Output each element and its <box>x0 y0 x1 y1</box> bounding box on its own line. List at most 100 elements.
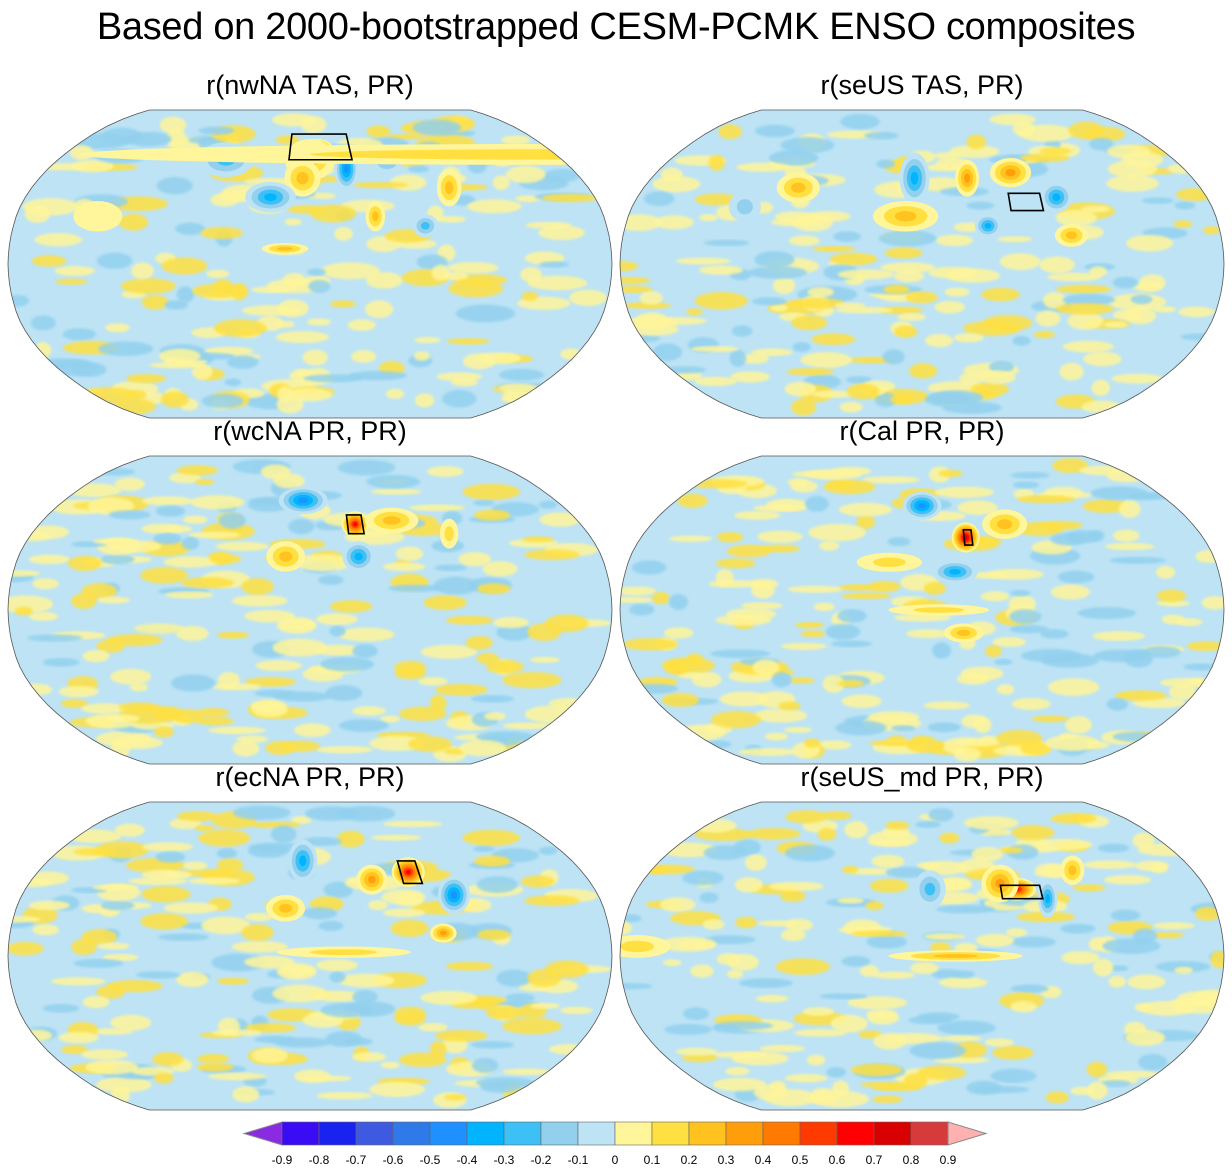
anomaly-noise <box>840 592 891 600</box>
anomaly-noise <box>710 710 761 729</box>
anomaly-noise <box>909 1042 967 1060</box>
anomaly-noise <box>749 578 779 590</box>
anomaly-noise <box>753 708 808 723</box>
anomaly-noise <box>294 1069 331 1083</box>
anomaly-noise <box>1055 209 1098 226</box>
anomaly-noise <box>291 815 312 824</box>
anomaly-contour <box>894 211 917 222</box>
anomaly-noise <box>108 540 162 553</box>
anomaly-noise <box>496 969 532 987</box>
region-box <box>962 529 974 546</box>
panel-seus-tas: r(seUS TAS, PR) <box>616 70 1228 430</box>
anomaly-noise <box>302 666 344 682</box>
anomaly-noise <box>1009 609 1042 624</box>
anomaly-noise <box>999 847 1023 854</box>
anomaly-noise <box>1174 201 1196 210</box>
anomaly-noise <box>306 318 332 326</box>
anomaly-noise <box>352 181 409 189</box>
anomaly-noise <box>142 496 194 506</box>
anomaly-noise <box>785 844 836 862</box>
anomaly-noise <box>435 683 488 696</box>
anomaly-noise <box>730 371 770 383</box>
anomaly-noise <box>694 291 748 310</box>
anomaly-noise <box>819 541 840 551</box>
anomaly-noise <box>994 658 1013 666</box>
anomaly-noise <box>768 149 819 167</box>
colorbar-box <box>540 1121 579 1146</box>
anomaly-noise <box>1050 532 1087 546</box>
anomaly-noise <box>1010 589 1031 597</box>
anomaly-noise <box>183 861 208 870</box>
anomaly-contour <box>964 173 971 183</box>
anomaly-noise <box>1134 1002 1153 1012</box>
anomaly-noise <box>833 231 862 242</box>
anomaly-noise <box>418 1022 448 1032</box>
anomaly-noise <box>473 509 511 521</box>
colorbar-box <box>873 1121 912 1146</box>
anomaly-noise <box>320 656 375 672</box>
anomaly-noise <box>502 672 562 689</box>
anomaly-noise <box>462 483 521 500</box>
anomaly-noise <box>155 851 186 863</box>
anomaly-noise <box>791 398 817 416</box>
anomaly-noise <box>686 308 703 316</box>
anomaly-noise <box>996 684 1015 695</box>
anomaly-noise <box>496 623 532 641</box>
colorbar-box <box>503 1121 542 1146</box>
anomaly-noise <box>1155 565 1176 579</box>
panel-title: r(seUS TAS, PR) <box>820 70 1024 100</box>
anomaly-noise <box>436 372 483 381</box>
anomaly-noise <box>338 719 389 732</box>
anomaly-noise <box>1061 950 1100 965</box>
anomaly-noise <box>527 623 562 642</box>
anomaly-noise <box>348 370 408 381</box>
anomaly-noise <box>628 322 679 336</box>
anomaly-noise <box>694 376 737 387</box>
anomaly-noise <box>444 1094 467 1101</box>
anomaly-noise <box>67 555 102 572</box>
anomaly-noise <box>726 544 772 558</box>
anomaly-noise <box>100 554 135 565</box>
panel-seus-md-pr: r(seUS_md PR, PR) <box>616 762 1228 1122</box>
anomaly-noise <box>683 1007 709 1021</box>
anomaly-noise <box>158 933 210 942</box>
anomaly-noise <box>1064 716 1092 734</box>
map-panel <box>7 455 613 765</box>
anomaly-noise <box>175 625 209 642</box>
anomaly-noise <box>176 465 218 476</box>
anomaly-noise <box>1175 618 1203 627</box>
anomaly-noise <box>85 1059 139 1075</box>
anomaly-contour <box>450 891 458 899</box>
anomaly-noise <box>1150 863 1168 874</box>
anomaly-noise <box>176 811 218 822</box>
anomaly-noise <box>408 165 429 173</box>
anomaly-noise <box>153 532 182 545</box>
colorbar-tick-label: -0.6 <box>383 1153 404 1167</box>
colorbar-box <box>466 1121 505 1146</box>
anomaly-noise <box>110 1014 152 1031</box>
anomaly-noise <box>338 973 395 988</box>
anomaly-noise <box>58 685 100 698</box>
anomaly-noise <box>1183 663 1218 671</box>
anomaly-noise <box>699 892 719 903</box>
anomaly-noise <box>924 333 954 348</box>
anomaly-noise <box>792 342 811 352</box>
anomaly-noise <box>860 1081 913 1089</box>
anomaly-noise <box>433 576 479 595</box>
panel-title: r(seUS_md PR, PR) <box>800 762 1044 792</box>
anomaly-noise <box>329 300 357 308</box>
anomaly-noise <box>351 350 377 363</box>
anomaly-noise <box>412 119 462 136</box>
anomaly-noise <box>435 1029 488 1042</box>
anomaly-noise <box>992 1045 1034 1060</box>
colorbar-min-arrow <box>242 1121 283 1146</box>
anomaly-noise <box>754 251 795 269</box>
anomaly-noise <box>218 512 246 529</box>
anomaly-noise <box>20 683 53 696</box>
anomaly-noise <box>32 924 59 936</box>
anomaly-noise <box>850 930 908 937</box>
anomaly-noise <box>30 315 56 331</box>
anomaly-noise <box>1103 321 1128 328</box>
anomaly-noise <box>471 1057 499 1073</box>
anomaly-noise <box>329 625 346 637</box>
